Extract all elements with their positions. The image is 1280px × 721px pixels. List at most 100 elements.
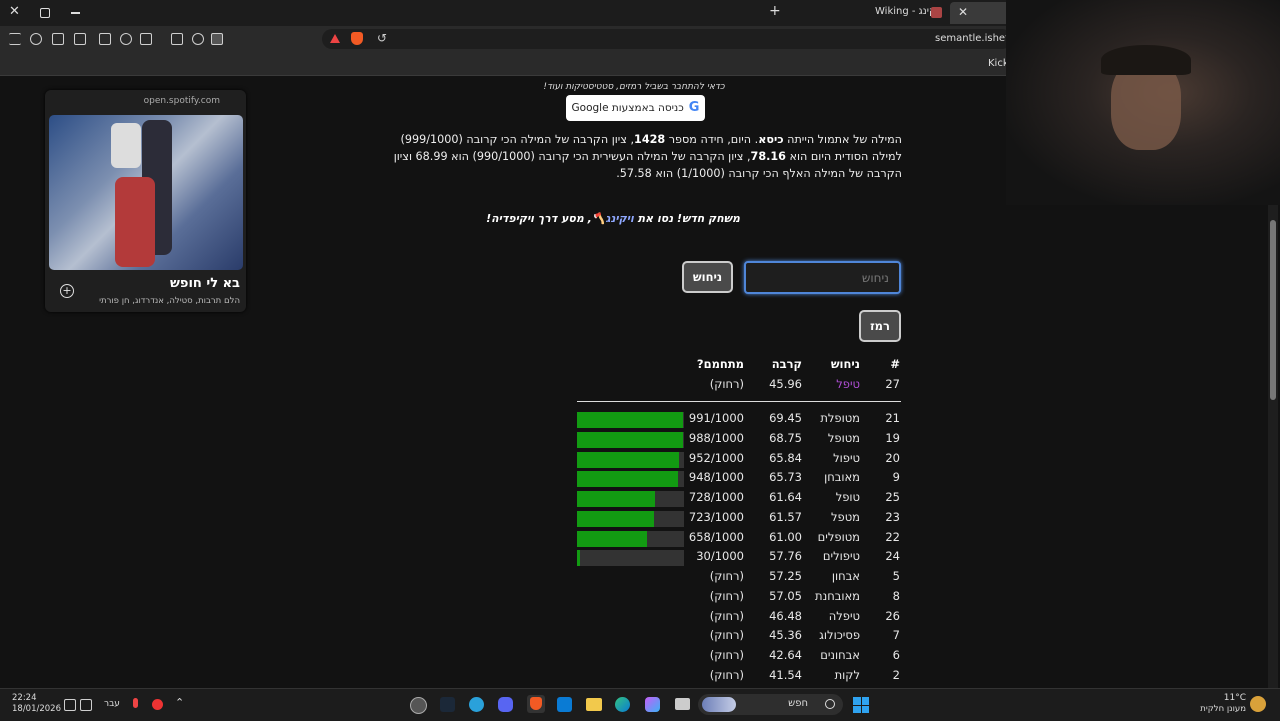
scrollbar[interactable] [1268,205,1278,688]
cell-score: 45.96 [769,377,802,391]
brave-icon[interactable] [527,695,545,713]
close-window[interactable]: ✕ [9,4,20,19]
spotify-site: open.spotify.com [143,96,220,106]
google-login-button[interactable]: G כניסה באמצעות Google [566,95,705,121]
brave-shields-icon[interactable] [351,32,363,45]
closeness-bar [577,412,684,428]
volume-icon[interactable] [64,699,76,711]
album-figure [111,123,141,168]
weather-icon[interactable] [1250,696,1266,712]
cell-rank: 24 [885,549,900,564]
promo-link[interactable]: ויקינג [605,212,634,225]
restore-window[interactable] [40,8,50,18]
summary-text: המילה של אתמול הייתה [783,133,902,146]
hint-button[interactable]: רמז [859,310,901,342]
summary-paragraph: המילה של אתמול הייתה כיסא. היום, חידה מס… [372,131,902,182]
cell-guess: מטופלים [817,529,860,544]
cell-rank: 2 [892,667,900,682]
promo: משחק חדש! נסו את ויקינג🪓, מסע דרך ויקיפד… [430,212,740,225]
share-icon[interactable]: ↺ [377,31,388,45]
url[interactable]: semantle.ishefi.co [935,33,1027,44]
song-artists: הלם תרבות, סטילה, אנדרדוג, חן פורתי [99,296,240,306]
discord-icon[interactable] [498,697,513,712]
closeness-bar [577,510,655,527]
download-icon[interactable] [140,33,152,45]
cell-guess: פסיכולוג [819,628,860,643]
weather[interactable]: מעונן חלקית [1200,704,1246,714]
closeness-bar [577,550,581,567]
login-prompt: כדאי להתחבר בשביל רמזים, סטטיסטיקות ועוד… [543,82,725,92]
cell-score: 69.45 [769,411,802,425]
extension-icon[interactable] [211,33,223,45]
guess-button[interactable]: ניחוש [682,261,733,293]
app-icon[interactable] [675,698,690,710]
store-icon[interactable] [557,697,572,712]
shield-icon[interactable] [30,33,42,45]
address-bar[interactable]: ↺ semantle.ishefi.co [322,29,1026,49]
tab-close[interactable]: ✕ [958,5,969,19]
explorer-icon[interactable] [586,698,602,711]
cell-rank: 5 [892,569,900,583]
telegram-icon[interactable] [469,697,484,712]
guess-input[interactable]: ניחוש [744,261,901,294]
language[interactable]: עבר [104,699,120,709]
screenshot-icon[interactable] [171,33,183,45]
bookmark[interactable]: Kick [988,58,1009,69]
tab[interactable]: Wiking - ויקינג [800,2,975,24]
song-title: בא לי חופש [170,276,240,291]
copilot-icon[interactable] [645,697,660,712]
extension-icon[interactable] [52,33,64,45]
cell-guess: מטפל [831,509,860,524]
cell-closeness: (רחוק) [709,628,744,643]
clock-time[interactable]: 22:24 [12,693,37,703]
summary-text: , ציון הקרבה של המילה העשירית הכי קרובה … [393,150,902,180]
cell-closeness: (רחוק) [709,667,744,682]
tray-expand[interactable]: ⌃ [175,696,185,709]
cell-guess: טיפול [833,450,860,465]
toolbar: ↺ semantle.ishefi.co [0,26,1026,52]
start-tile [861,697,869,705]
cell-rank: 7 [892,628,900,643]
start-tile [853,705,861,713]
spotify-card[interactable]: open.spotify.com בא לי חופש הלם תרבות, ס… [45,90,246,312]
cell-score: 45.36 [769,628,802,643]
closeness-bar-track [577,431,684,448]
new-tab[interactable]: + [769,3,781,19]
cell-rank: 22 [885,529,900,544]
mic-icon[interactable] [133,698,138,708]
add-button[interactable]: + [60,284,74,298]
edge-icon[interactable] [615,697,630,712]
extension-icon[interactable] [192,33,204,45]
temperature[interactable]: 11°C [1223,693,1246,703]
closeness-bar [577,451,679,468]
cell-closeness: (רחוק) [709,648,744,662]
app-icon[interactable] [152,699,163,710]
brave-rewards-icon[interactable] [330,34,340,43]
sidebar-icon[interactable] [99,33,111,45]
active-tab[interactable]: ✕ [950,2,1006,24]
album-art [49,115,243,270]
network-icon[interactable] [80,699,92,711]
search-box[interactable]: חפש [698,694,843,715]
cell-closeness: 952/1000 [688,450,744,465]
music-icon[interactable] [120,33,132,45]
cell-guess: אבחון [831,569,860,583]
google-logo: G [688,100,700,115]
menu-icon[interactable] [9,33,21,45]
steam-icon[interactable] [440,697,455,712]
minimize-window[interactable] [71,12,80,14]
closeness-bar-track [577,412,684,428]
extension-icon[interactable] [74,33,86,45]
cell-rank: 20 [885,450,900,465]
summary-bold: כיסא [758,133,784,146]
table-separator [577,401,901,402]
cell-guess: טיפלה [828,608,860,623]
bookmarks-bar: Kick [0,52,1009,76]
app-icon[interactable] [410,697,427,714]
clock-date[interactable]: 18/01/2026 [12,704,61,714]
scrollbar-thumb[interactable] [1270,220,1276,400]
cell-score: 65.73 [769,470,802,485]
closeness-bar [577,431,683,448]
start-button[interactable] [853,697,869,713]
closeness-bar-track [577,510,684,527]
